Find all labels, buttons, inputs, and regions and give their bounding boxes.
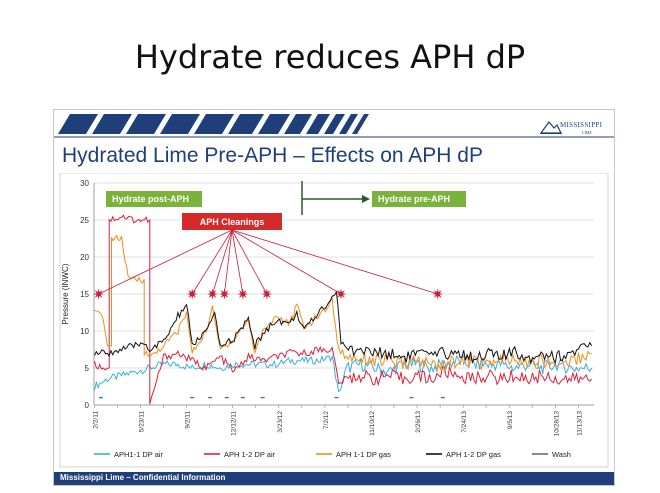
callout-line — [98, 229, 233, 295]
logo-text: MISSISSIPPI — [560, 121, 603, 129]
embedded-slide: MISSISSIPPI LIME Hydrated Lime Pre-APH –… — [53, 109, 615, 486]
y-axis-label: Pressure (INWC) — [61, 263, 70, 324]
hydrate-pre-box — [372, 191, 466, 207]
y-tick-label: 15 — [80, 290, 89, 299]
cleaning-marker — [206, 288, 218, 300]
footer-text: Mississippi Lime – Confidential Informat… — [60, 473, 226, 482]
aph-cleanings-label: APH Cleanings — [200, 217, 265, 227]
cleaning-marker — [237, 288, 249, 300]
x-tick-label: 10/28/13 — [553, 411, 560, 437]
x-tick-label: 9/5/13 — [507, 411, 514, 429]
series-line — [94, 290, 593, 365]
callout-line — [191, 229, 233, 295]
y-tick-label: 5 — [85, 364, 90, 373]
y-tick-label: 10 — [80, 327, 89, 336]
series-line — [94, 234, 592, 373]
y-tick-label: 20 — [80, 253, 89, 262]
cleaning-marker — [218, 288, 230, 300]
company-logo: MISSISSIPPI LIME — [540, 116, 608, 142]
header-stripe — [126, 114, 166, 134]
slide-title: Hydrate reduces APH dP — [134, 38, 526, 76]
header-stripe — [339, 114, 358, 134]
chart-subtitle: Hydrated Lime Pre-APH – Effects on APH d… — [62, 144, 483, 167]
callout-line — [231, 229, 244, 295]
callout-line — [224, 229, 233, 295]
callout-line — [231, 229, 268, 295]
logo-subtext: LIME — [582, 130, 592, 135]
hydrate-pre-label: Hydrate pre-APH — [378, 194, 450, 204]
header-stripe — [228, 114, 264, 134]
header-stripe — [160, 114, 200, 134]
x-tick-label: 5/23/11 — [139, 411, 146, 433]
logo-mountain-icon — [540, 121, 562, 134]
legend-label: APH1-1 DP air — [114, 450, 164, 459]
header-stripe — [194, 114, 234, 134]
x-tick-label: 7/24/13 — [461, 411, 468, 433]
x-tick-label: 9/2/11 — [185, 411, 192, 429]
cleaning-marker — [261, 288, 273, 300]
header-stripe — [324, 114, 345, 134]
x-tick-label: 7/2/12 — [323, 411, 330, 429]
aph-cleanings-box — [182, 213, 282, 230]
arrow-head-icon — [362, 195, 370, 203]
y-tick-label: 30 — [80, 179, 89, 188]
cleaning-marker — [432, 288, 444, 300]
x-tick-label: 12/12/11 — [231, 411, 238, 436]
legend-label: APH 1-1 DP gas — [336, 450, 391, 459]
series-line — [94, 214, 593, 405]
header-stripes — [54, 114, 614, 138]
hydrate-post-label: Hydrate post-APH — [112, 194, 189, 204]
y-tick-label: 25 — [80, 216, 89, 225]
callout-line — [231, 229, 438, 295]
header-stripe — [352, 114, 369, 134]
footer-bar: Mississippi Lime – Confidential Informat… — [54, 472, 614, 485]
y-tick-label: 0 — [85, 401, 90, 410]
header-stripe — [58, 114, 98, 134]
x-tick-label: 2/2/11 — [92, 411, 99, 429]
x-tick-label: 11/13/13 — [576, 411, 583, 436]
legend-label: APH 1-2 DP gas — [446, 450, 501, 459]
chart-area — [59, 173, 609, 468]
pressure-chart: 0 5 10 15 20 25 30 2/2/11 5/23/11 9/2/11 12/12/11 3… — [59, 173, 609, 468]
x-tick-label: 3/23/12 — [277, 411, 284, 433]
series-line — [94, 354, 593, 393]
legend-label: Wash — [552, 450, 571, 459]
callout-line — [212, 229, 233, 295]
legend-label: APH 1-2 DP air — [224, 450, 276, 459]
x-tick-label: 11/10/12 — [369, 411, 376, 436]
header-stripe — [284, 114, 312, 134]
x-tick-label: 2/26/13 — [415, 411, 422, 433]
header-stripe — [306, 114, 330, 134]
cleaning-marker — [93, 288, 105, 300]
callout-line — [231, 229, 342, 295]
cleaning-marker — [335, 288, 347, 300]
cleaning-marker — [186, 288, 198, 300]
header-stripe — [258, 114, 290, 134]
hydrate-post-box — [106, 191, 202, 207]
header-stripe — [92, 114, 132, 134]
